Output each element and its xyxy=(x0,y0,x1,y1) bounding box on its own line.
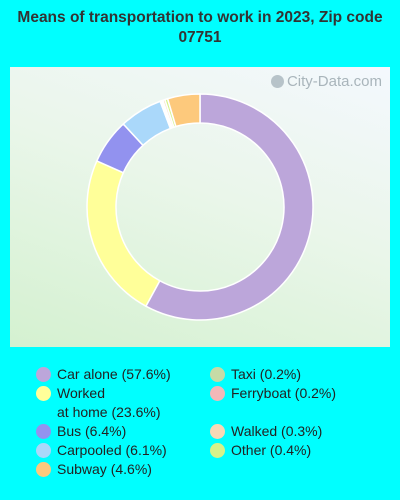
legend-label-1: Taxi (0.2%) xyxy=(231,366,302,382)
legend-label-0: Car alone (57.6%) xyxy=(57,366,171,382)
slice-0 xyxy=(144,93,314,321)
legend-label-7: Other (0.4%) xyxy=(231,442,312,458)
legend-label-6: Carpooled (6.1%) xyxy=(57,442,167,458)
watermark: City-Data.com xyxy=(270,73,382,90)
legend-swatch-2 xyxy=(36,386,51,401)
legend-item-7: Other (0.4%) xyxy=(210,441,311,460)
plot-area: City-Data.com xyxy=(10,67,390,347)
legend-label-4: Bus (6.4%) xyxy=(57,423,127,439)
watermark-text: City-Data.com xyxy=(286,73,382,90)
chart-title: Means of transportation to work in 2023,… xyxy=(17,9,383,46)
legend-item-6: Carpooled (6.1%) xyxy=(36,441,167,460)
legend-swatch-4 xyxy=(36,424,51,439)
legend-swatch-3 xyxy=(210,386,225,401)
legend-item-5: Walked (0.3%) xyxy=(210,422,322,441)
legend-swatch-8 xyxy=(36,462,51,477)
legend-item-8: Subway (4.6%) xyxy=(36,460,152,479)
legend-swatch-6 xyxy=(36,443,51,458)
legend-label-5: Walked (0.3%) xyxy=(231,423,323,439)
legend-item-2: Worked at home (23.6%) xyxy=(36,384,161,422)
slice-8 xyxy=(166,93,201,128)
legend-item-1: Taxi (0.2%) xyxy=(210,365,301,384)
legend-swatch-7 xyxy=(210,443,225,458)
slice-2 xyxy=(86,159,161,308)
legend-label-2: Worked at home (23.6%) xyxy=(57,385,161,420)
legend-swatch-5 xyxy=(210,424,225,439)
donut-chart xyxy=(86,93,314,321)
legend-label-8: Subway (4.6%) xyxy=(57,461,152,477)
legend-swatch-1 xyxy=(210,367,225,382)
legend-item-4: Bus (6.4%) xyxy=(36,422,126,441)
legend-item-3: Ferryboat (0.2%) xyxy=(210,384,336,403)
legend-swatch-0 xyxy=(36,367,51,382)
magnifier-icon xyxy=(270,75,284,88)
legend-label-3: Ferryboat (0.2%) xyxy=(231,385,337,401)
legend-item-0: Car alone (57.6%) xyxy=(36,365,171,384)
